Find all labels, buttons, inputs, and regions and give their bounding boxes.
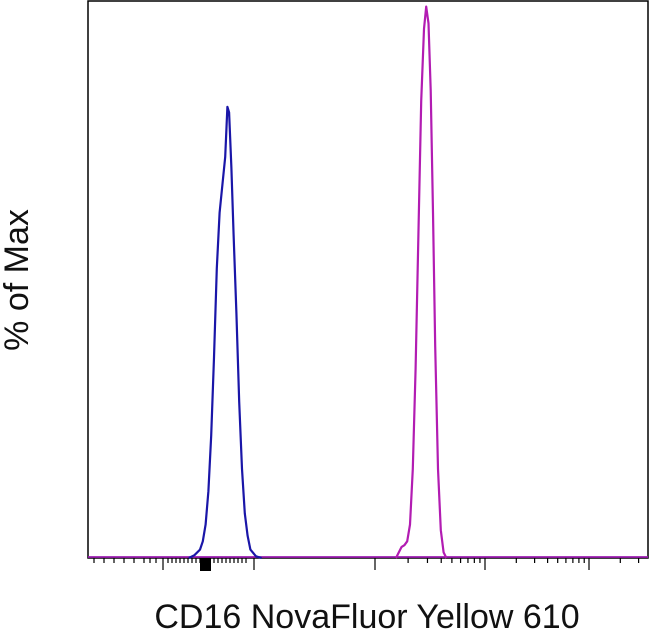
plot-area [87, 0, 649, 560]
x-axis-label: CD16 NovaFluor Yellow 610 [154, 598, 579, 631]
series-1-curve [188, 105, 262, 560]
x-zero-marker [200, 558, 211, 571]
series-2-curve [395, 5, 448, 559]
x-axis-ticks [93, 558, 640, 571]
y-axis-label: % of Max [0, 209, 36, 351]
plot-frame [87, 0, 649, 559]
